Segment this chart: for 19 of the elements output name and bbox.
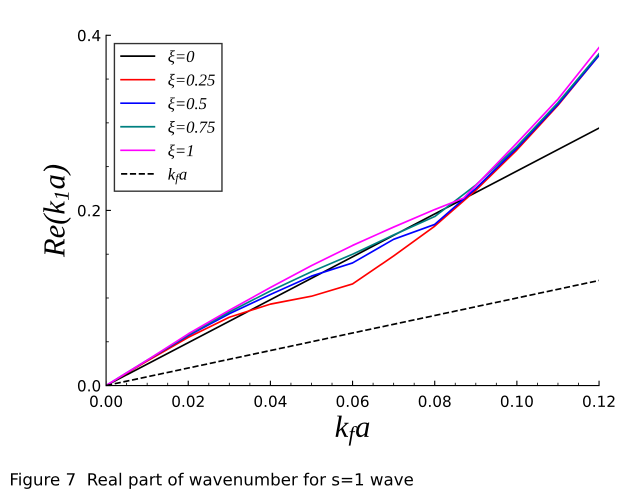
y-tick-label: 0.2 bbox=[78, 204, 100, 216]
legend-label: k$_{f}$a bbox=[168, 168, 187, 184]
legend-label: ξ=0.25 bbox=[168, 74, 215, 88]
x-axis-title: k$_{f}$a bbox=[336, 416, 370, 446]
y-tick-label: 0.0 bbox=[78, 380, 100, 392]
x-tick-label: 0.08 bbox=[418, 396, 451, 408]
x-tick-label: 0.10 bbox=[500, 396, 533, 408]
caption: Figure 7 Real part of wavenumber for s=1 wave bbox=[10, 472, 413, 489]
x-tick-label: 0.02 bbox=[172, 396, 204, 408]
y-tick-label: 0.4 bbox=[78, 30, 100, 42]
x-tick-label: 0.12 bbox=[583, 396, 615, 408]
legend-label: ξ=1 bbox=[168, 144, 193, 160]
x-tick-label: 0.04 bbox=[254, 396, 287, 408]
y-axis-title: Re(k$_{1}$a) bbox=[43, 164, 71, 258]
legend-label: ξ=0.5 bbox=[168, 97, 206, 112]
legend-label: ξ=0 bbox=[168, 50, 194, 65]
x-tick-label: 0.06 bbox=[336, 396, 369, 408]
x-tick-label: 0.00 bbox=[90, 396, 122, 408]
legend-label: ξ=0.75 bbox=[168, 120, 215, 136]
